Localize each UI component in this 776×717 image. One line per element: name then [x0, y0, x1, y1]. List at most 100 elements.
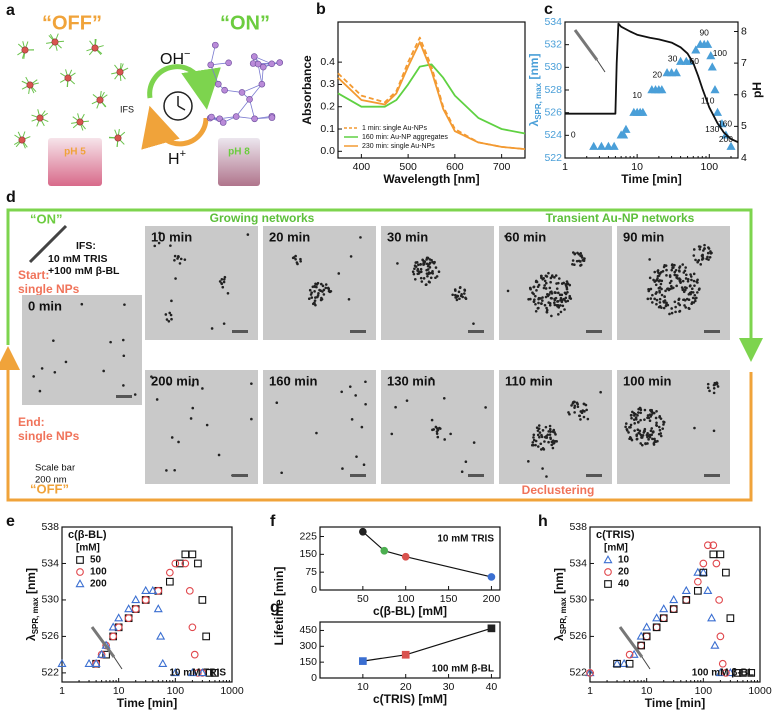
scale-text: Scale bar	[35, 463, 75, 474]
legend-entry: 100	[90, 567, 107, 578]
particle	[422, 277, 426, 280]
annotation: 90	[699, 28, 709, 38]
particle	[668, 281, 672, 285]
particle	[692, 254, 696, 257]
particle	[183, 258, 187, 261]
particle	[425, 272, 429, 275]
y-tick-label: 0	[311, 584, 317, 596]
particle	[324, 286, 328, 290]
particle	[80, 302, 84, 306]
y-tick-label: 450	[299, 624, 317, 636]
micrograph	[381, 370, 494, 484]
particle	[567, 411, 570, 414]
particle	[668, 275, 672, 278]
particle	[558, 277, 561, 280]
particle	[428, 266, 432, 269]
particle	[531, 441, 535, 444]
point	[733, 669, 742, 677]
particle	[689, 273, 692, 276]
particle	[693, 293, 697, 297]
particle	[654, 416, 658, 420]
particle	[666, 287, 669, 291]
start-text: single NPs	[18, 282, 80, 296]
particle	[557, 291, 560, 295]
x-axis-label: Time [min]	[645, 696, 705, 710]
particle	[643, 429, 646, 433]
particle	[641, 434, 645, 437]
particle	[549, 296, 553, 300]
particle	[627, 431, 630, 434]
particle	[173, 254, 177, 258]
point	[669, 605, 678, 613]
y-tick-label: 530	[569, 594, 587, 606]
point	[710, 85, 720, 94]
particle	[177, 440, 180, 444]
particle	[165, 469, 168, 472]
particle	[564, 296, 568, 300]
point	[91, 658, 101, 667]
particle	[425, 262, 429, 266]
particle	[435, 432, 439, 435]
particle	[545, 475, 548, 478]
y2-tick-label: 4	[741, 152, 747, 164]
particle	[683, 288, 687, 292]
particle	[170, 299, 173, 303]
particle	[535, 289, 538, 292]
particle	[662, 423, 665, 426]
particle	[394, 405, 397, 409]
particle	[535, 280, 539, 284]
annotation: 110	[701, 96, 715, 106]
particle	[657, 425, 661, 429]
particle	[656, 269, 660, 273]
point	[712, 559, 721, 568]
point	[682, 596, 691, 604]
particle	[540, 276, 543, 280]
nanoparticle	[238, 89, 246, 96]
particle	[545, 310, 549, 314]
point	[747, 669, 756, 677]
particle	[425, 268, 428, 272]
particle	[561, 304, 565, 308]
scale-bar	[350, 330, 366, 333]
x-tick-label: 100	[701, 161, 719, 173]
particle	[663, 295, 666, 298]
y-tick-label: 300	[299, 640, 317, 652]
particle	[534, 439, 538, 443]
annotation: 200	[719, 134, 733, 144]
point	[652, 613, 662, 622]
particle	[319, 282, 323, 286]
particle	[533, 298, 536, 301]
particle	[659, 282, 663, 286]
x-tick-label: 10	[641, 685, 653, 697]
particle	[537, 427, 541, 430]
nanoparticle	[96, 96, 104, 104]
particle	[648, 419, 652, 423]
point	[197, 667, 207, 677]
particle	[549, 437, 552, 441]
particle	[246, 233, 250, 236]
particle	[628, 437, 631, 441]
point	[642, 622, 652, 631]
particle	[683, 304, 686, 307]
particle	[413, 267, 416, 271]
panel-d: d “ON” “OFF” Growing networks Transient …	[0, 189, 763, 502]
x-tick-label: 1	[562, 161, 568, 173]
nanoparticle	[26, 81, 34, 89]
annotation: 100	[713, 48, 727, 58]
arrow-off	[141, 105, 209, 150]
particle	[688, 307, 691, 311]
particle	[530, 443, 534, 447]
nanoparticle	[207, 61, 215, 69]
ifs-text: 10 mM TRIS	[48, 253, 108, 265]
particle	[544, 295, 548, 299]
particle	[582, 258, 586, 262]
particle	[578, 414, 581, 418]
particle	[636, 414, 639, 417]
particle	[532, 436, 535, 439]
y2-tick-label: 8	[741, 25, 747, 37]
particle	[651, 301, 654, 304]
particle	[534, 309, 538, 313]
panel-label: c	[544, 1, 553, 18]
